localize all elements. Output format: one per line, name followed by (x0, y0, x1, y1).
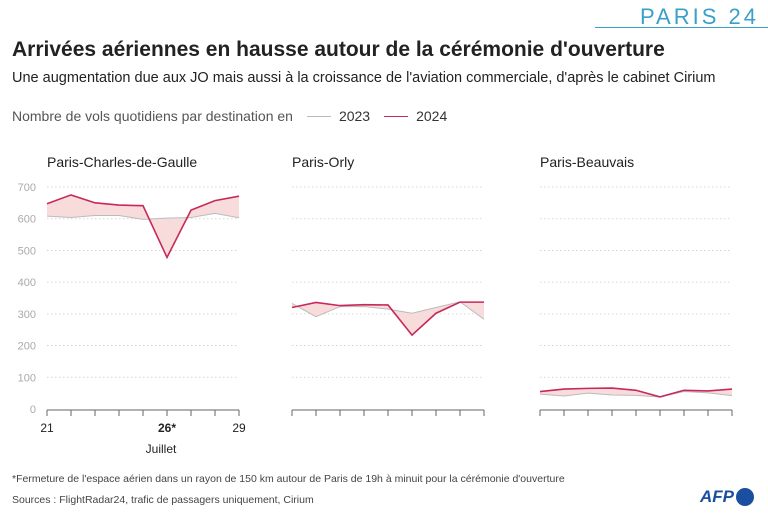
y-tick-label: 300 (18, 309, 36, 321)
chart-subtitle: Une augmentation due aux JO mais aussi à… (12, 70, 716, 86)
afp-logo: AFP (700, 487, 754, 507)
y-tick-label: 400 (18, 277, 36, 289)
panel-title: Paris-Beauvais (540, 154, 634, 170)
logo-rule (595, 27, 768, 28)
afp-logo-dot (736, 488, 754, 506)
series-line-2023 (539, 391, 733, 398)
x-tick-label: 29 (232, 421, 246, 435)
x-tick-label: 26* (158, 421, 176, 435)
sources: Sources : FlightRadar24, trafic de passa… (12, 494, 314, 506)
footnote: *Fermeture de l'espace aérien dans un ra… (12, 473, 565, 485)
difference-area (47, 194, 239, 258)
legend-swatch-2023 (306, 115, 331, 117)
legend-item-2023: 2023 (338, 108, 371, 124)
y-tick-label: 500 (18, 245, 36, 257)
chart-title: Arrivées aériennes en hausse autour de l… (12, 38, 665, 61)
legend-swatch-2024 (384, 115, 409, 117)
series-line-2024 (46, 194, 240, 260)
x-tick-label: 21 (40, 421, 54, 435)
y-tick-label: 200 (18, 341, 36, 353)
legend-item-2024: 2024 (416, 108, 448, 124)
afp-logo-text: AFP (700, 487, 734, 506)
series-line-2024 (291, 301, 484, 337)
paris-2024-logo: PARIS 24 (640, 4, 759, 29)
series-line-2024 (539, 387, 733, 398)
series-line-2023 (46, 212, 240, 220)
x-axis-label: Juillet (146, 442, 177, 456)
y-tick-label: 100 (18, 372, 36, 384)
y-tick-label: 700 (18, 182, 36, 194)
y-tick-label: 0 (30, 404, 36, 416)
series-line-2023 (291, 301, 485, 320)
panel-title: Paris-Charles-de-Gaulle (47, 154, 197, 170)
difference-area (292, 301, 484, 336)
panel-title: Paris-Orly (292, 154, 354, 170)
legend-label: Nombre de vols quotidiens par destinatio… (12, 108, 293, 124)
y-tick-label: 600 (18, 214, 36, 226)
legend: Nombre de vols quotidiens par destinatio… (12, 108, 447, 124)
